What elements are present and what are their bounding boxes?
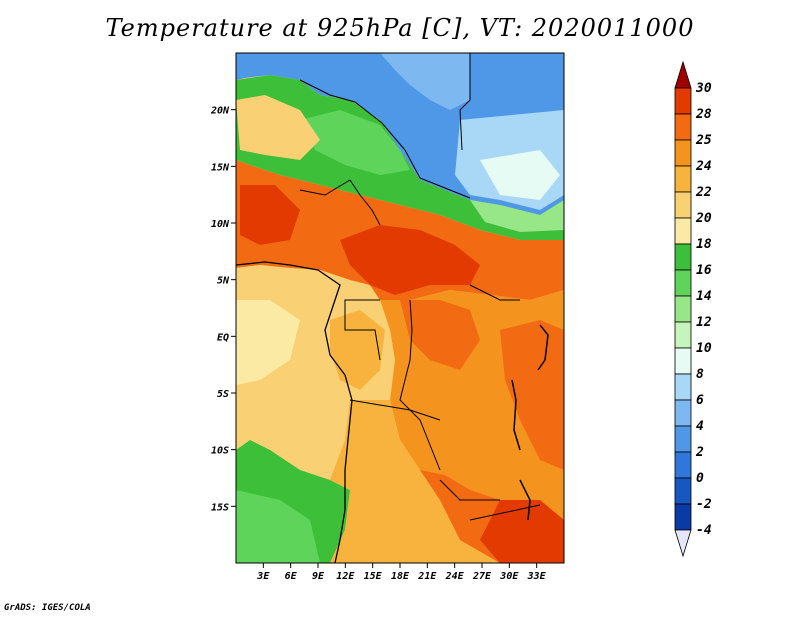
y-tick-label: 15S [211,502,229,513]
temperature-map [236,53,564,563]
colorbar-label: 18 [696,237,712,252]
colorbar-swatch [674,503,692,531]
coastline [236,261,353,563]
x-tick-label: 24E [445,571,465,582]
region-north-sahara-pale [480,150,560,200]
region-east-highlands [500,320,564,470]
colorbar-label: 25 [695,133,712,148]
grads-credit: GrADS: IGES/COLA [4,603,91,613]
colorbar-swatch [674,191,692,219]
x-tick-label: 9E [312,571,325,582]
colorbar-swatch [674,217,692,245]
y-tick-label: 5S [217,389,229,400]
colorbar-label: -2 [696,497,712,512]
x-tick-label: 27E [472,571,492,582]
colorbar-swatch [674,295,692,323]
colorbar-label: 2 [695,445,704,460]
colorbar-swatch [674,87,692,115]
x-tick-label: 15E [364,571,383,582]
colorbar-swatch [674,529,692,558]
colorbar-swatch [674,347,692,375]
lakes [511,324,549,521]
colorbar-label: 14 [696,289,712,304]
colorbar-label: 10 [696,341,712,356]
colorbar-swatch [674,399,692,427]
colorbar-label: 28 [695,107,712,122]
region-sahel-yellow [236,95,320,160]
x-tick-label: 33E [527,571,547,582]
colorbar-swatch [674,269,692,297]
region-southeast-hot [480,500,564,563]
colorbar-label: 22 [695,185,712,200]
region-central-african-hotspot [340,225,480,295]
region-hot-north-coast [240,185,300,245]
region-sahel-lightgreen [300,110,410,175]
colorbar-label: 8 [696,367,704,382]
region-sahel-green-2 [470,200,564,232]
colorbar-label: 20 [695,211,712,226]
colorbar-label: 24 [695,159,712,174]
region-southern-interior [330,400,500,563]
colorbar-label: 30 [695,81,712,96]
x-tick-label: 3E [256,571,270,582]
y-tick-label: 20N [210,106,230,117]
border-lines [299,53,541,521]
x-tick-label: 21E [417,571,437,582]
colorbar-label: 4 [696,419,704,434]
region-congo-north [400,300,480,370]
colorbar-label: 12 [696,315,712,330]
colorbar-swatch [674,243,692,271]
colorbar-swatch [674,373,692,401]
x-tick-label: 18E [391,571,410,582]
colorbar-label: 16 [696,263,712,278]
region-southeast-atlantic-light [236,490,320,563]
colorbar-label: 6 [696,393,704,408]
x-tick-label: 12E [336,571,355,582]
x-tick-label: 6E [285,571,298,582]
colorbar-swatch [674,425,692,453]
colorbar-swatch [674,60,692,89]
chart-title: Temperature at 925hPa [C], VT: 202001100… [105,14,695,42]
colorbar-label: 0 [696,471,704,486]
x-axis: 3E 6E 9E 12E 15E 18E 21E 24E 27E 30E 33E [256,563,547,582]
y-tick-label: 10N [211,219,230,230]
region-pale-ocean [236,300,300,385]
colorbar-swatch [674,139,692,167]
colorbar-swatch [674,165,692,193]
colorbar-swatch [674,451,692,479]
y-tick-label: 5N [217,276,230,287]
colorbar-label: -4 [696,523,712,538]
y-tick-label: 15N [211,162,230,173]
colorbar-swatch [674,477,692,505]
y-tick-label: 10S [211,446,229,457]
x-tick-label: 30E [499,571,519,582]
y-axis: 20N 15N 10N 5N EQ 5S 10S 15S [210,106,236,513]
y-tick-label: EQ [217,332,229,343]
region-north-sahara-mid [380,53,470,110]
colorbar-swatch [674,321,692,349]
colorbar-swatch [674,113,692,141]
